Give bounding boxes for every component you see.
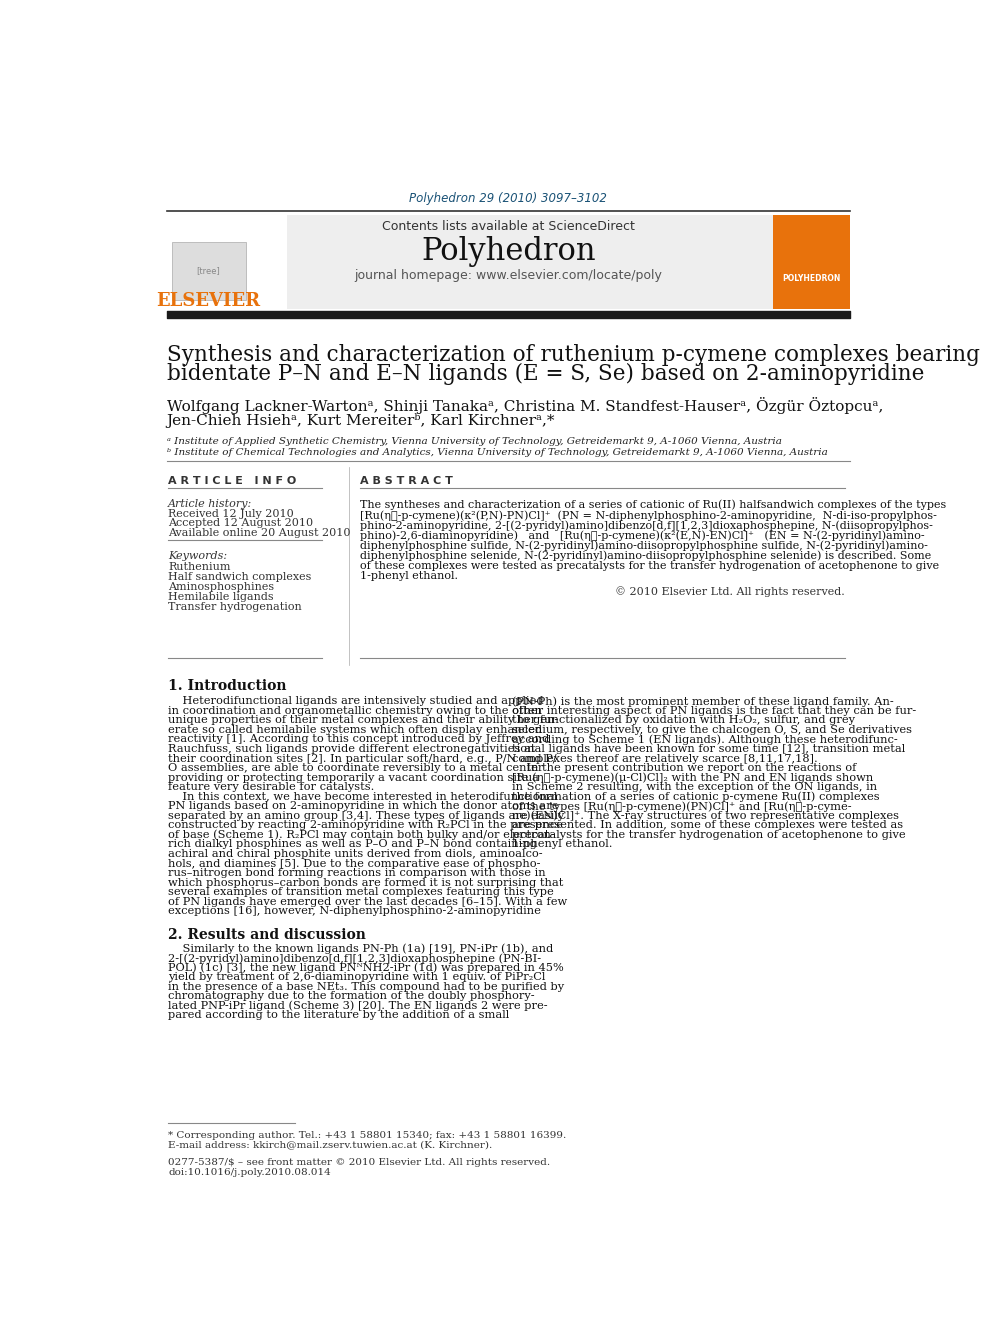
Text: [tree]: [tree]	[196, 266, 220, 275]
Text: PN ligands based on 2-aminopyridine in which the donor atoms are: PN ligands based on 2-aminopyridine in w…	[169, 802, 558, 811]
Text: chromatography due to the formation of the doubly phosphory-: chromatography due to the formation of t…	[169, 991, 535, 1002]
Text: A R T I C L E   I N F O: A R T I C L E I N F O	[169, 476, 297, 486]
Text: 2. Results and discussion: 2. Results and discussion	[169, 929, 366, 942]
Text: In the present contribution we report on the reactions of: In the present contribution we report on…	[512, 763, 856, 773]
Text: selenium, respectively, to give the chalcogen O, S, and Se derivatives: selenium, respectively, to give the chal…	[512, 725, 912, 734]
Text: * Corresponding author. Tel.: +43 1 58801 15340; fax: +43 1 58801 16399.: * Corresponding author. Tel.: +43 1 5880…	[169, 1130, 566, 1139]
Text: several examples of transition metal complexes featuring this type: several examples of transition metal com…	[169, 888, 554, 897]
Text: which phosphorus–carbon bonds are formed it is not surprising that: which phosphorus–carbon bonds are formed…	[169, 877, 563, 888]
Text: feature very desirable for catalysts.: feature very desirable for catalysts.	[169, 782, 375, 792]
Text: of these complexes were tested as precatalysts for the transfer hydrogenation of: of these complexes were tested as precat…	[360, 561, 939, 570]
Text: diphenylphosphine sulfide, N-(2-pyridinyl)amino-diisopropylphosphine sulfide, N-: diphenylphosphine sulfide, N-(2-pyridiny…	[360, 541, 929, 552]
Text: In this context, we have become interested in heterodifunctional: In this context, we have become interest…	[169, 791, 558, 802]
Text: Half sandwich complexes: Half sandwich complexes	[169, 573, 311, 582]
Text: phino)-2,6-diaminopyridine)   and   [Ru(ηᵶ-p-cymene)(κ²(E,N)-EN)Cl]⁺   (EN = N-(: phino)-2,6-diaminopyridine) and [Ru(ηᵶ-p…	[360, 531, 925, 541]
Text: constructed by reacting 2-aminopyridine with R₂PCl in the presence: constructed by reacting 2-aminopyridine …	[169, 820, 563, 831]
Text: ne)(EN)Cl]⁺. The X-ray structures of two representative complexes: ne)(EN)Cl]⁺. The X-ray structures of two…	[512, 811, 899, 822]
Text: separated by an amino group [3,4]. These types of ligands are easily: separated by an amino group [3,4]. These…	[169, 811, 564, 820]
Text: yield by treatment of 2,6-diaminopyridine with 1 equiv. of PiPr₂Cl: yield by treatment of 2,6-diaminopyridin…	[169, 972, 546, 982]
Text: The syntheses and characterization of a series of cationic of Ru(II) halfsandwic: The syntheses and characterization of a …	[360, 500, 946, 511]
Text: Hemilabile ligands: Hemilabile ligands	[169, 593, 274, 602]
Text: doi:10.1016/j.poly.2010.08.014: doi:10.1016/j.poly.2010.08.014	[169, 1168, 331, 1177]
Text: diphenylphosphine selenide, N-(2-pyridinyl)amino-diisopropylphosphine selenide) : diphenylphosphine selenide, N-(2-pyridin…	[360, 550, 931, 561]
Text: in the presence of a base NEt₃. This compound had to be purified by: in the presence of a base NEt₃. This com…	[169, 982, 564, 992]
Text: Accepted 12 August 2010: Accepted 12 August 2010	[169, 519, 313, 528]
Text: Polyhedron: Polyhedron	[421, 235, 596, 267]
Text: Ruthenium: Ruthenium	[169, 562, 231, 573]
Text: © 2010 Elsevier Ltd. All rights reserved.: © 2010 Elsevier Ltd. All rights reserved…	[615, 586, 845, 597]
Text: [Ru(ηᵶ-p-cymene)(μ-Cl)Cl]₂ with the PN and EN ligands shown: [Ru(ηᵶ-p-cymene)(μ-Cl)Cl]₂ with the PN a…	[512, 773, 873, 783]
Text: of base (Scheme 1). R₂PCl may contain both bulky and/or electron-: of base (Scheme 1). R₂PCl may contain bo…	[169, 830, 555, 840]
Text: Received 12 July 2010: Received 12 July 2010	[169, 509, 294, 519]
Text: Contents lists available at ScienceDirect: Contents lists available at ScienceDirec…	[382, 220, 635, 233]
Text: bidentate P–N and E–N ligands (E = S, Se) based on 2-aminopyridine: bidentate P–N and E–N ligands (E = S, Se…	[167, 363, 924, 385]
Text: journal homepage: www.elsevier.com/locate/poly: journal homepage: www.elsevier.com/locat…	[354, 270, 663, 282]
Text: are presented. In addition, some of these complexes were tested as: are presented. In addition, some of thes…	[512, 820, 903, 831]
Text: 2-[(2-pyridyl)amino]dibenzo[d,f][1,2,3]dioxaphosphepine (PN-BI-: 2-[(2-pyridyl)amino]dibenzo[d,f][1,2,3]d…	[169, 953, 542, 963]
Text: lated PNP-iPr ligand (Scheme 3) [20]. The EN ligands 2 were pre-: lated PNP-iPr ligand (Scheme 3) [20]. Th…	[169, 1000, 548, 1011]
Text: Similarly to the known ligands PN-Ph (1a) [19], PN-iPr (1b), and: Similarly to the known ligands PN-Ph (1a…	[169, 943, 554, 954]
Text: ELSEVIER: ELSEVIER	[157, 292, 261, 310]
Text: Jen-Chieh Hsiehᵃ, Kurt Mereiterᵇ, Karl Kirchnerᵃ,*: Jen-Chieh Hsiehᵃ, Kurt Mereiterᵇ, Karl K…	[167, 413, 556, 427]
Text: providing or protecting temporarily a vacant coordination site a: providing or protecting temporarily a va…	[169, 773, 539, 783]
Text: POLYHEDRON: POLYHEDRON	[783, 274, 840, 283]
Text: Aminosphosphines: Aminosphosphines	[169, 582, 275, 593]
Text: other interesting aspect of PN ligands is the fact that they can be fur-: other interesting aspect of PN ligands i…	[512, 705, 916, 716]
Text: Available online 20 August 2010: Available online 20 August 2010	[169, 528, 351, 537]
Text: O assemblies, are able to coordinate reversibly to a metal center: O assemblies, are able to coordinate rev…	[169, 763, 544, 773]
Text: rus–nitrogen bond forming reactions in comparison with those in: rus–nitrogen bond forming reactions in c…	[169, 868, 546, 878]
Text: reactivity [1]. According to this concept introduced by Jeffrey and: reactivity [1]. According to this concep…	[169, 734, 550, 745]
Text: Article history:: Article history:	[169, 499, 252, 509]
Text: according to Scheme 1 (EN ligands). Although these heterodifunc-: according to Scheme 1 (EN ligands). Alth…	[512, 734, 897, 745]
Text: Keywords:: Keywords:	[169, 552, 227, 561]
Text: pared according to the literature by the addition of a small: pared according to the literature by the…	[169, 1011, 510, 1020]
Text: (PN-Ph) is the most prominent member of these ligand family. An-: (PN-Ph) is the most prominent member of …	[512, 696, 893, 706]
Text: Synthesis and characterization of ruthenium p-cymene complexes bearing: Synthesis and characterization of ruthen…	[167, 344, 980, 365]
Text: Rauchfuss, such ligands provide different electronegativities at: Rauchfuss, such ligands provide differen…	[169, 744, 536, 754]
Text: 1-phenyl ethanol.: 1-phenyl ethanol.	[512, 839, 612, 849]
Text: 0277-5387/$ – see front matter © 2010 Elsevier Ltd. All rights reserved.: 0277-5387/$ – see front matter © 2010 El…	[169, 1158, 551, 1167]
Text: in Scheme 2 resulting, with the exception of the ON ligands, in: in Scheme 2 resulting, with the exceptio…	[512, 782, 877, 792]
Text: the formation of a series of cationic p-cymene Ru(II) complexes: the formation of a series of cationic p-…	[512, 791, 879, 802]
Text: precatalysts for the transfer hydrogenation of acetophenone to give: precatalysts for the transfer hydrogenat…	[512, 830, 905, 840]
Text: ther functionalized by oxidation with H₂O₂, sulfur, and grey: ther functionalized by oxidation with H₂…	[512, 716, 854, 725]
Text: 1-phenyl ethanol.: 1-phenyl ethanol.	[360, 572, 458, 581]
Text: Transfer hydrogenation: Transfer hydrogenation	[169, 602, 302, 613]
Text: 1. Introduction: 1. Introduction	[169, 679, 287, 692]
Text: phino-2-aminopyridine, 2-[(2-pyridyl)amino]dibenzo[d,f][1,2,3]dioxaphosphepine, : phino-2-aminopyridine, 2-[(2-pyridyl)ami…	[360, 520, 933, 531]
Text: ᵃ Institute of Applied Synthetic Chemistry, Vienna University of Technology, Get: ᵃ Institute of Applied Synthetic Chemist…	[167, 438, 782, 446]
Text: tional ligands have been known for some time [12], transition metal: tional ligands have been known for some …	[512, 744, 905, 754]
Text: [Ru(ηᵶ-p-cymene)(κ²(P,N)-PN)Cl]⁺  (PN = N-diphenylphosphino-2-aminopyridine,  N-: [Ru(ηᵶ-p-cymene)(κ²(P,N)-PN)Cl]⁺ (PN = N…	[360, 511, 937, 520]
FancyBboxPatch shape	[773, 214, 850, 308]
Text: of PN ligands have emerged over the last decades [6–15]. With a few: of PN ligands have emerged over the last…	[169, 897, 567, 906]
Text: their coordination sites [2]. In particular soft/hard, e.g., P/N and P/: their coordination sites [2]. In particu…	[169, 754, 557, 763]
Text: complexes thereof are relatively scarce [8,11,17,18].: complexes thereof are relatively scarce …	[512, 754, 817, 763]
Text: rich dialkyl phosphines as well as P–O and P–N bond containing: rich dialkyl phosphines as well as P–O a…	[169, 839, 537, 849]
Text: ᵇ Institute of Chemical Technologies and Analytics, Vienna University of Technol: ᵇ Institute of Chemical Technologies and…	[167, 448, 827, 458]
Text: in coordination and organometallic chemistry owing to the often: in coordination and organometallic chemi…	[169, 705, 543, 716]
Text: Wolfgang Lackner-Wartonᵃ, Shinji Tanakaᵃ, Christina M. Standfest-Hauserᵃ, Özgür : Wolfgang Lackner-Wartonᵃ, Shinji Tanakaᵃ…	[167, 397, 883, 414]
FancyBboxPatch shape	[167, 214, 287, 308]
Text: E-mail address: kkirch@mail.zserv.tuwien.ac.at (K. Kirchner).: E-mail address: kkirch@mail.zserv.tuwien…	[169, 1140, 492, 1150]
FancyBboxPatch shape	[172, 242, 246, 300]
Text: erate so called hemilabile systems which often display enhanced: erate so called hemilabile systems which…	[169, 725, 543, 734]
Text: Polyhedron 29 (2010) 3097–3102: Polyhedron 29 (2010) 3097–3102	[410, 192, 607, 205]
Text: hols, and diamines [5]. Due to the comparative ease of phospho-: hols, and diamines [5]. Due to the compa…	[169, 859, 541, 868]
Text: exceptions [16], however, N-diphenylphosphino-2-aminopyridine: exceptions [16], however, N-diphenylphos…	[169, 906, 541, 917]
Text: of the types [Ru(ηᵶ-p-cymene)(PN)Cl]⁺ and [Ru(ηᵶ-p-cyme-: of the types [Ru(ηᵶ-p-cymene)(PN)Cl]⁺ an…	[512, 802, 851, 812]
Text: achiral and chiral phosphite units derived from diols, aminoalco-: achiral and chiral phosphite units deriv…	[169, 849, 543, 859]
Text: unique properties of their metal complexes and their ability to gen-: unique properties of their metal complex…	[169, 716, 558, 725]
Text: POL) (1c) [3], the new ligand PNᴺNH2-iPr (1d) was prepared in 45%: POL) (1c) [3], the new ligand PNᴺNH2-iPr…	[169, 963, 563, 974]
Text: A B S T R A C T: A B S T R A C T	[360, 476, 453, 486]
FancyBboxPatch shape	[167, 214, 850, 308]
Text: Heterodifunctional ligands are intensively studied and applied: Heterodifunctional ligands are intensive…	[169, 696, 544, 706]
